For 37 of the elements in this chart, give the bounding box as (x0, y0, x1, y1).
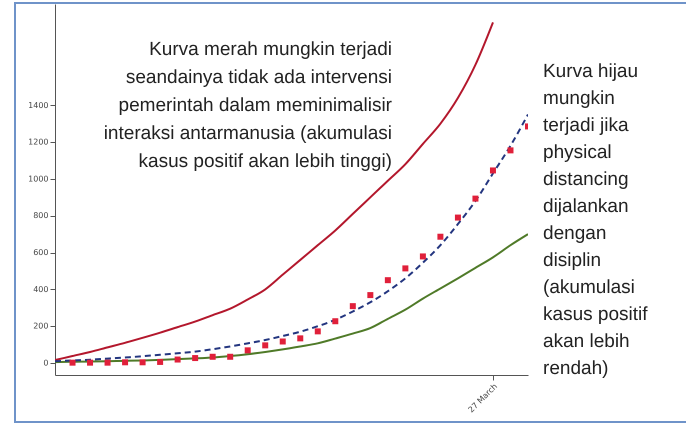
text: Kurva hijau mungkin terjadi jika physical distancing dijalankan dengan disiplin (akumulasi kasus positif akan lebih rendah) (543, 61, 648, 379)
point (350, 303, 356, 310)
point (402, 265, 408, 272)
point (104, 360, 111, 366)
y-tick-label: 1400 (28, 100, 48, 110)
y-tick-label: 800 (33, 211, 48, 220)
point (297, 335, 304, 342)
annotation: Kurva merah mungkin terjadi seandainya tidak ada intervensi pemerintah dalam meminimalisir interaksi antarmanusia (akumulasi kasus positif akan lebih tinggi) (102, 38, 392, 174)
point (262, 342, 268, 348)
point (227, 354, 234, 360)
y-tick-label: 0 (43, 358, 48, 368)
point (367, 292, 374, 298)
point (157, 358, 164, 365)
point (420, 253, 426, 260)
point (472, 196, 478, 202)
point (87, 360, 94, 366)
point (174, 356, 181, 363)
line-series (55, 21, 494, 362)
y-tick-label: 1200 (28, 138, 48, 147)
point (454, 214, 461, 221)
point (244, 347, 251, 354)
point (192, 355, 198, 362)
point (507, 147, 514, 154)
point (280, 338, 286, 344)
point (384, 277, 391, 284)
y-tick-label: 400 (33, 284, 48, 294)
point (70, 360, 76, 366)
point (437, 234, 444, 240)
point (314, 328, 321, 334)
point (210, 354, 216, 360)
y-tick-label: 1000 (28, 174, 48, 184)
point (122, 359, 128, 366)
point (332, 318, 338, 324)
point (140, 359, 146, 366)
y-tick-label: 200 (33, 322, 48, 331)
point (490, 167, 496, 174)
y-tick-label: 600 (33, 248, 48, 258)
